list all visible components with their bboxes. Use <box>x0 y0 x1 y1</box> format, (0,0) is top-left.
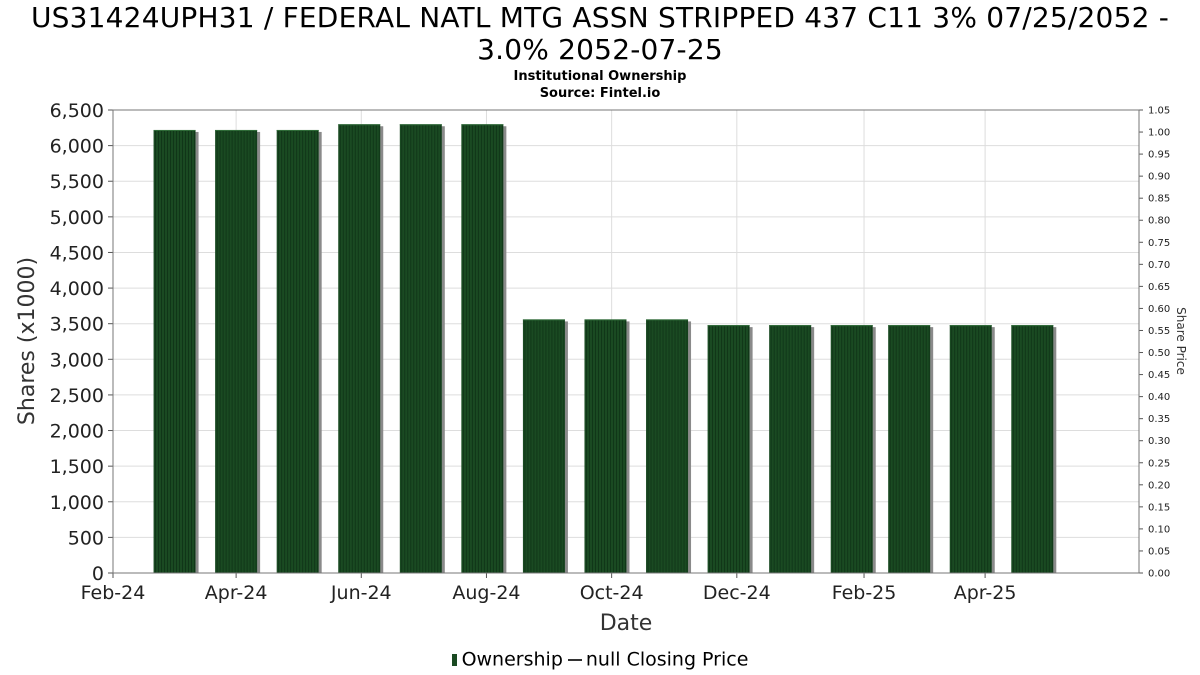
bar <box>646 319 689 573</box>
chart-title: US31424UPH31 / FEDERAL NATL MTG ASSN STR… <box>30 1 1170 66</box>
y2-tick-label: 0.30 <box>1148 436 1170 447</box>
bar <box>707 325 750 573</box>
y2-tick-label: 0.70 <box>1148 260 1170 271</box>
bar <box>461 124 504 573</box>
bar <box>522 319 565 573</box>
y2-tick-label: 0.55 <box>1148 326 1170 337</box>
y2-tick-label: 0.45 <box>1148 370 1170 381</box>
y-tick-label: 0 <box>92 563 104 585</box>
y2-tick-label: 0.15 <box>1148 502 1170 513</box>
chart-source: Source: Fintel.io <box>539 86 661 101</box>
x-tick-label: Feb-25 <box>832 582 897 604</box>
bar <box>338 124 381 573</box>
price-line-icon <box>567 658 582 661</box>
y-tick-label: 4,000 <box>50 278 104 300</box>
y2-tick-label: 0.80 <box>1148 216 1170 227</box>
plot-border <box>112 109 1140 574</box>
y-tick-label: 4,500 <box>50 242 104 264</box>
y-tick-label: 3,000 <box>50 349 104 371</box>
x-axis-label: Date <box>600 611 653 636</box>
chart-subtitle: Institutional Ownership <box>513 69 687 84</box>
x-tick-label: Jun-24 <box>330 582 392 604</box>
bar <box>584 319 627 573</box>
y-tick-label: 5,000 <box>50 207 104 229</box>
y-tick-label: 3,500 <box>50 314 104 336</box>
y2-tick-label: 0.40 <box>1148 392 1170 403</box>
x-tick-label: Dec-24 <box>703 582 771 604</box>
y-tick-label: 2,000 <box>50 421 104 443</box>
legend-price: null Closing Price <box>585 648 749 671</box>
y-tick-label: 6,500 <box>50 100 104 122</box>
y2-tick-label: 0.50 <box>1148 348 1170 359</box>
chart-legend: Ownership null Closing Price <box>0 647 1200 672</box>
y-tick-label: 6,000 <box>50 136 104 158</box>
y-tick-label: 1,500 <box>50 456 104 478</box>
y-tick-label: 2,500 <box>50 385 104 407</box>
bar <box>1011 325 1054 573</box>
bar <box>399 124 442 573</box>
bar <box>276 129 319 573</box>
x-tick-label: Apr-24 <box>205 582 268 604</box>
y-tick-label: 5,500 <box>50 171 104 193</box>
x-tick-label: Feb-24 <box>81 582 146 604</box>
y2-tick-label: 0.90 <box>1148 172 1170 183</box>
y2-tick-label: 0.85 <box>1148 194 1170 205</box>
legend-ownership: Ownership <box>461 648 563 671</box>
y2-tick-label: 1.05 <box>1148 106 1170 117</box>
bar <box>769 325 812 573</box>
y2-tick-label: 0.20 <box>1148 480 1170 491</box>
y2-tick-label: 0.65 <box>1148 282 1170 293</box>
y2-tick-label: 0.10 <box>1148 524 1170 535</box>
y2-tick-label: 0.95 <box>1148 150 1170 161</box>
y2-tick-label: 0.75 <box>1148 238 1170 249</box>
x-tick-label: Oct-24 <box>580 582 644 604</box>
bar <box>153 129 196 573</box>
x-tick-label: Apr-25 <box>954 582 1017 604</box>
y2-tick-label: 0.35 <box>1148 414 1170 425</box>
y2-tick-label: 1.00 <box>1148 128 1170 139</box>
y-tick-label: 1,000 <box>50 492 104 514</box>
y-axis-label: Shares (x1000) <box>15 257 40 425</box>
ownership-swatch-icon <box>451 653 457 666</box>
x-tick-label: Aug-24 <box>452 582 520 604</box>
y2-tick-label: 0.25 <box>1148 458 1170 469</box>
y2-axis-label: Share Price <box>1174 307 1188 375</box>
bar <box>888 325 931 573</box>
y2-tick-label: 0.60 <box>1148 304 1170 315</box>
y2-tick-label: 0.00 <box>1148 569 1170 580</box>
bar <box>215 129 258 573</box>
y2-tick-label: 0.05 <box>1148 546 1170 557</box>
y-tick-label: 500 <box>68 527 104 549</box>
bar <box>949 325 992 573</box>
bar <box>830 325 873 573</box>
